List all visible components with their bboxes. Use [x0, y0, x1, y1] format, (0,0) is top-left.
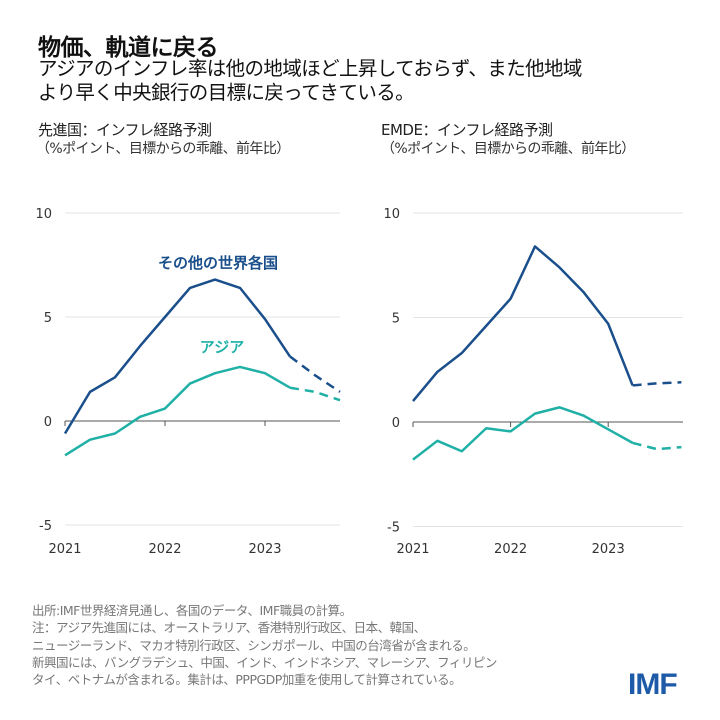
series-label: その他の世界各国	[158, 254, 278, 272]
series-label: アジア	[200, 338, 244, 356]
series-forecast-line-asia	[289, 386, 341, 402]
x-tick-label: 2021	[396, 542, 429, 557]
footnotes: 出所:IMF世界経済見通し、各国のデータ、IMF職員の計算。 注：アジア先進国に…	[32, 602, 497, 688]
series-line-asia	[412, 406, 634, 461]
footnote-line: ニュージーランド、マカオ特別行政区、シンガポール、中国の台湾省が含まれる。	[32, 637, 476, 653]
x-tick-label: 2022	[494, 542, 527, 557]
series-forecast-line-rest-of-world	[289, 355, 341, 393]
right-chart-title: EMDE：インフレ経路予測	[381, 121, 553, 139]
imf-logo: IMF	[628, 668, 678, 701]
footnote-line: 出所:IMF世界経済見通し、各国のデータ、IMF職員の計算。	[32, 603, 352, 618]
page-subtitle: アジアのインフレ率は他の地域ほど上昇しておらず、また他地域 より早く中央銀行の目…	[38, 57, 718, 105]
y-tick-label: -5	[387, 521, 400, 536]
y-tick-label: 10	[35, 207, 52, 222]
y-tick-label: 5	[392, 312, 400, 327]
x-tick-label: 2023	[248, 542, 281, 557]
right-chart-unit: （%ポイント、目標からの乖離、前年比）	[381, 141, 635, 157]
subtitle-line: アジアのインフレ率は他の地域ほど上昇しておらず、また他地域	[38, 57, 582, 80]
footnote-line: タイ、ベトナムが含まれる。集計は、PPPGDP加重を使用して計算されている。	[32, 672, 462, 688]
footnote-line: 注：アジア先進国には、オーストラリア、香港特別行政区、日本、韓国、	[32, 620, 426, 636]
x-tick-label: 2022	[148, 542, 181, 557]
left-chart-title: 先進国：インフレ経路予測	[38, 121, 212, 139]
series-line-asia	[64, 365, 291, 457]
series-line-rest-of-world	[63, 278, 292, 435]
y-tick-label: 0	[392, 416, 400, 431]
series-forecast-line-asia	[632, 441, 682, 451]
y-tick-label: 5	[44, 311, 52, 326]
series-line-rest-of-world	[412, 245, 634, 402]
x-tick-label: 2021	[48, 542, 81, 557]
left-chart-unit: （%ポイント、目標からの乖離、前年比）	[36, 141, 290, 157]
subtitle-line: より早く中央銀行の目標に戻ってきている。	[38, 81, 415, 104]
series-forecast-line-rest-of-world	[632, 381, 682, 387]
x-tick-label: 2023	[592, 542, 625, 557]
y-tick-label: 0	[44, 415, 52, 430]
page-title: 物価、軌道に戻る	[38, 35, 219, 61]
y-tick-label: 10	[383, 207, 400, 222]
footnote-line: 新興国には、バングラデシュ、中国、インド、インドネシア、マレーシア、フィリピン	[32, 654, 497, 670]
y-tick-label: -5	[39, 519, 52, 534]
